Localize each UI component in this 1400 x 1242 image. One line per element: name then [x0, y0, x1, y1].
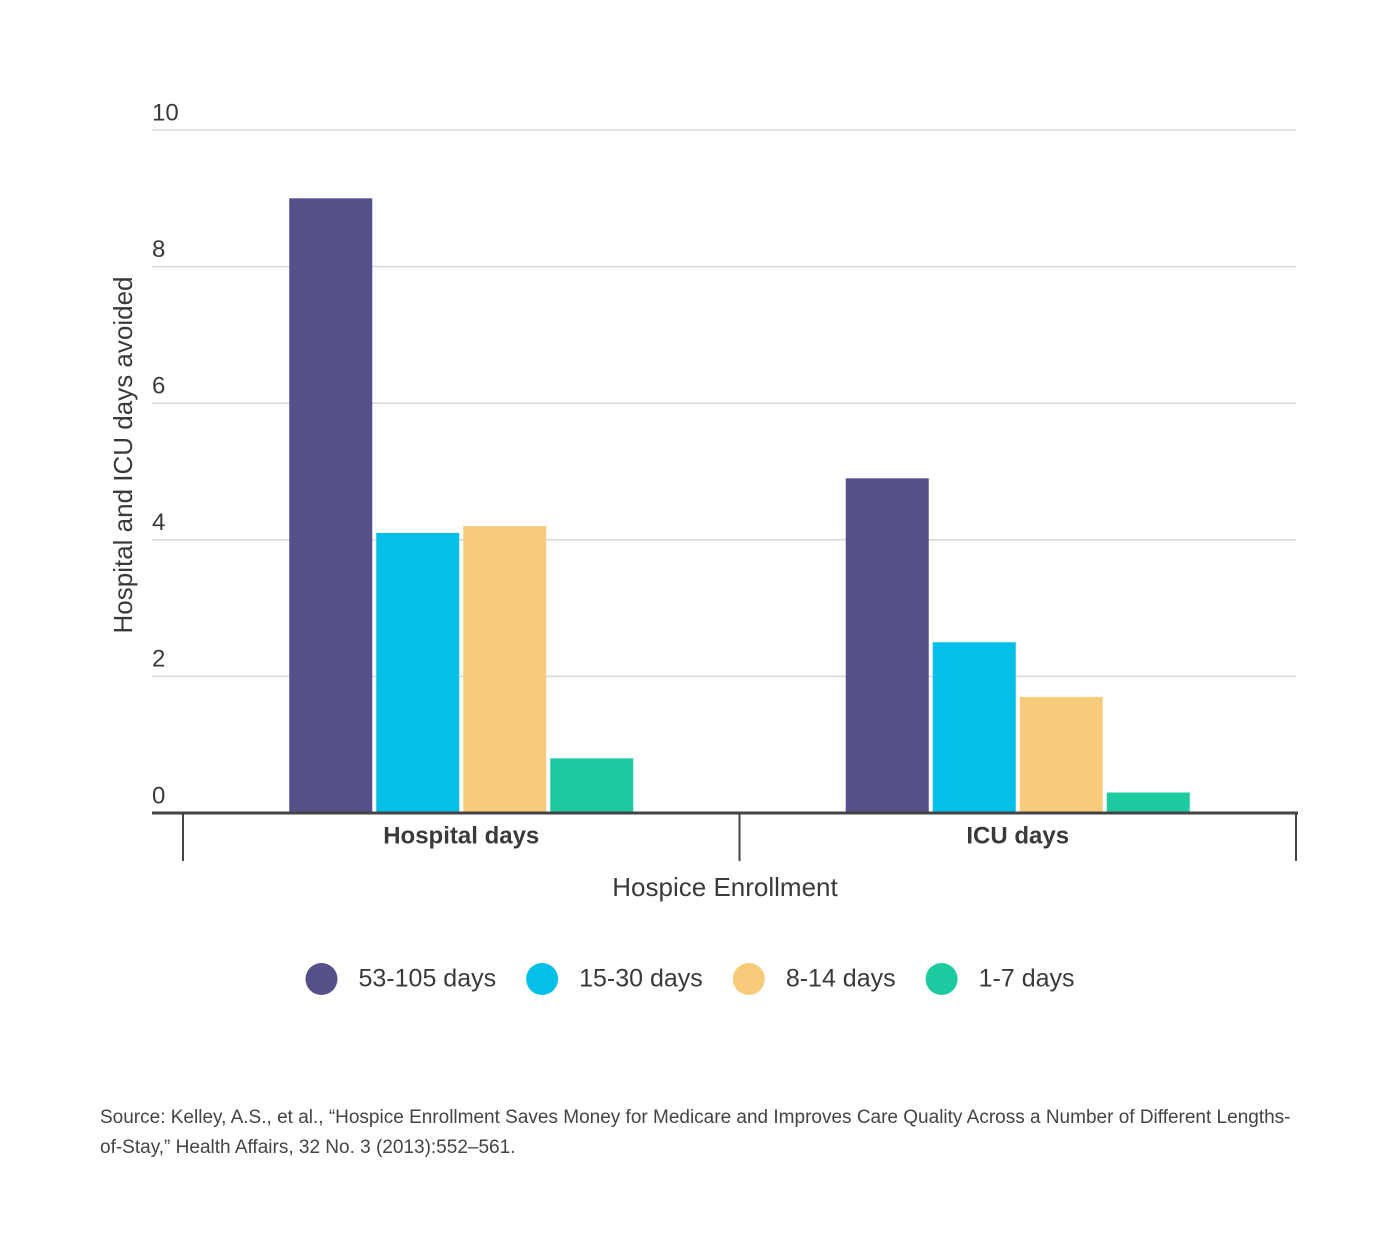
legend-label: 1-7 days [979, 965, 1075, 993]
y-tick-label: 0 [152, 782, 165, 809]
bar [845, 478, 929, 813]
x-tick-label: Hospital days [383, 822, 539, 849]
legend-label: 8-14 days [786, 965, 896, 993]
legend-swatch [305, 963, 338, 995]
y-tick-label: 2 [152, 646, 165, 673]
y-tick-label: 8 [152, 236, 165, 263]
legend-label: 53-105 days [359, 965, 497, 993]
bar [463, 526, 547, 813]
source-note: Source: Kelley, A.S., et al., “Hospice E… [100, 1107, 1291, 1158]
legend-item: 1-7 days [925, 963, 1075, 995]
legend-item: 53-105 days [305, 963, 497, 995]
legend-swatch [526, 963, 559, 995]
x-tick-label: ICU days [966, 822, 1069, 849]
y-tick-label: 4 [152, 509, 165, 536]
bar [1106, 792, 1190, 813]
bar [932, 642, 1016, 813]
bar [376, 532, 460, 813]
legend-item: 15-30 days [526, 963, 703, 995]
bar [289, 198, 373, 814]
legend-label: 15-30 days [579, 965, 703, 993]
x-axis-title: Hospice Enrollment [612, 872, 838, 902]
legend-swatch [732, 963, 765, 995]
y-tick-label: 6 [152, 373, 165, 400]
legend-item: 8-14 days [732, 963, 896, 995]
bar [1019, 696, 1103, 813]
bar [550, 758, 634, 813]
legend-swatch [925, 963, 958, 995]
y-axis-title: Hospital and ICU days avoided [108, 277, 138, 634]
y-tick-label: 10 [152, 99, 179, 126]
